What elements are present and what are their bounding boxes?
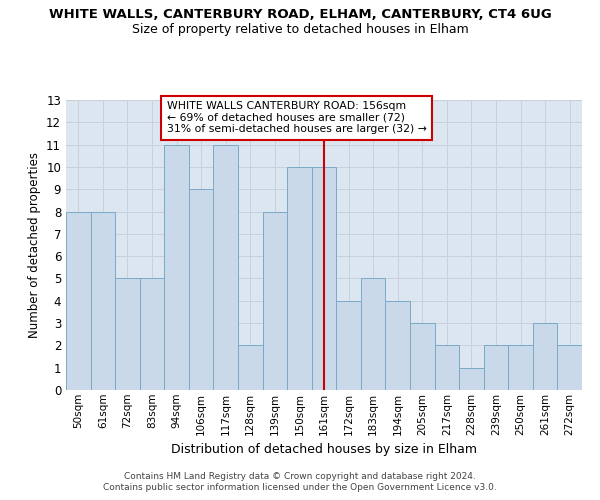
- Bar: [336, 301, 361, 390]
- Bar: [361, 278, 385, 390]
- Bar: [164, 144, 189, 390]
- Bar: [484, 346, 508, 390]
- X-axis label: Distribution of detached houses by size in Elham: Distribution of detached houses by size …: [171, 443, 477, 456]
- Text: WHITE WALLS, CANTERBURY ROAD, ELHAM, CANTERBURY, CT4 6UG: WHITE WALLS, CANTERBURY ROAD, ELHAM, CAN…: [49, 8, 551, 20]
- Bar: [140, 278, 164, 390]
- Bar: [533, 323, 557, 390]
- Bar: [410, 323, 434, 390]
- Bar: [312, 167, 336, 390]
- Text: Size of property relative to detached houses in Elham: Size of property relative to detached ho…: [131, 22, 469, 36]
- Bar: [287, 167, 312, 390]
- Y-axis label: Number of detached properties: Number of detached properties: [28, 152, 41, 338]
- Bar: [385, 301, 410, 390]
- Bar: [557, 346, 582, 390]
- Bar: [189, 189, 214, 390]
- Bar: [66, 212, 91, 390]
- Bar: [214, 144, 238, 390]
- Bar: [238, 346, 263, 390]
- Text: WHITE WALLS CANTERBURY ROAD: 156sqm
← 69% of detached houses are smaller (72)
31: WHITE WALLS CANTERBURY ROAD: 156sqm ← 69…: [167, 101, 427, 134]
- Bar: [263, 212, 287, 390]
- Bar: [115, 278, 140, 390]
- Bar: [91, 212, 115, 390]
- Text: Contains HM Land Registry data © Crown copyright and database right 2024.: Contains HM Land Registry data © Crown c…: [124, 472, 476, 481]
- Bar: [508, 346, 533, 390]
- Bar: [459, 368, 484, 390]
- Bar: [434, 346, 459, 390]
- Text: Contains public sector information licensed under the Open Government Licence v3: Contains public sector information licen…: [103, 484, 497, 492]
